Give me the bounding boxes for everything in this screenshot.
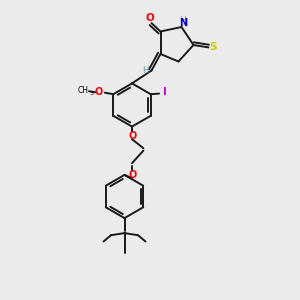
Text: I: I bbox=[163, 87, 167, 97]
Text: 3: 3 bbox=[89, 91, 93, 96]
Text: O: O bbox=[95, 87, 103, 97]
Text: S: S bbox=[209, 42, 217, 52]
Text: H: H bbox=[142, 66, 148, 75]
Text: N: N bbox=[179, 18, 188, 28]
Text: O: O bbox=[146, 13, 154, 23]
Text: O: O bbox=[128, 169, 137, 180]
Text: H: H bbox=[180, 16, 186, 25]
Text: O: O bbox=[128, 130, 137, 141]
Text: CH: CH bbox=[77, 86, 88, 95]
